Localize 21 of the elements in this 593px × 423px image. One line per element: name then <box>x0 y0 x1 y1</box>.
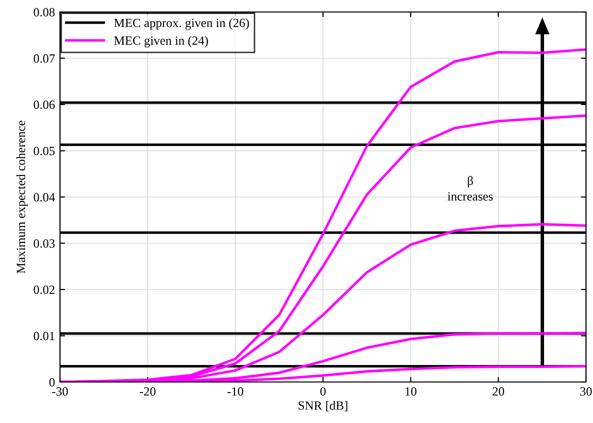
y-tick-label: 0.08 <box>34 8 55 17</box>
y-tick-label: 0.04 <box>34 193 55 202</box>
legend-label: MEC given in (24) <box>114 36 208 48</box>
annotation: β increases <box>448 176 493 201</box>
x-tick-label: 20 <box>492 387 504 396</box>
y-tick-label: 0.01 <box>34 332 54 340</box>
x-tick-label: 0 <box>320 387 326 396</box>
legend-label: MEC approx. given in (26) <box>114 18 249 30</box>
x-axis-title: SNR [dB] <box>298 400 348 412</box>
x-tick-label: -20 <box>140 387 156 396</box>
y-tick-label: 0.07 <box>34 54 55 63</box>
y-tick-label: 0.05 <box>34 146 55 156</box>
x-tick-label: 10 <box>406 387 416 396</box>
y-tick-label: 0.03 <box>34 239 55 248</box>
x-tick-label: 30 <box>580 387 592 396</box>
x-tick-label: -10 <box>227 387 244 396</box>
y-tick-label: 0.06 <box>34 100 55 110</box>
y-tick-label: 0.02 <box>34 286 54 294</box>
x-tick-label: -30 <box>52 387 68 396</box>
y-axis-title: Maximum expected coherence <box>16 120 28 274</box>
y-tick-label: 0 <box>49 378 55 386</box>
